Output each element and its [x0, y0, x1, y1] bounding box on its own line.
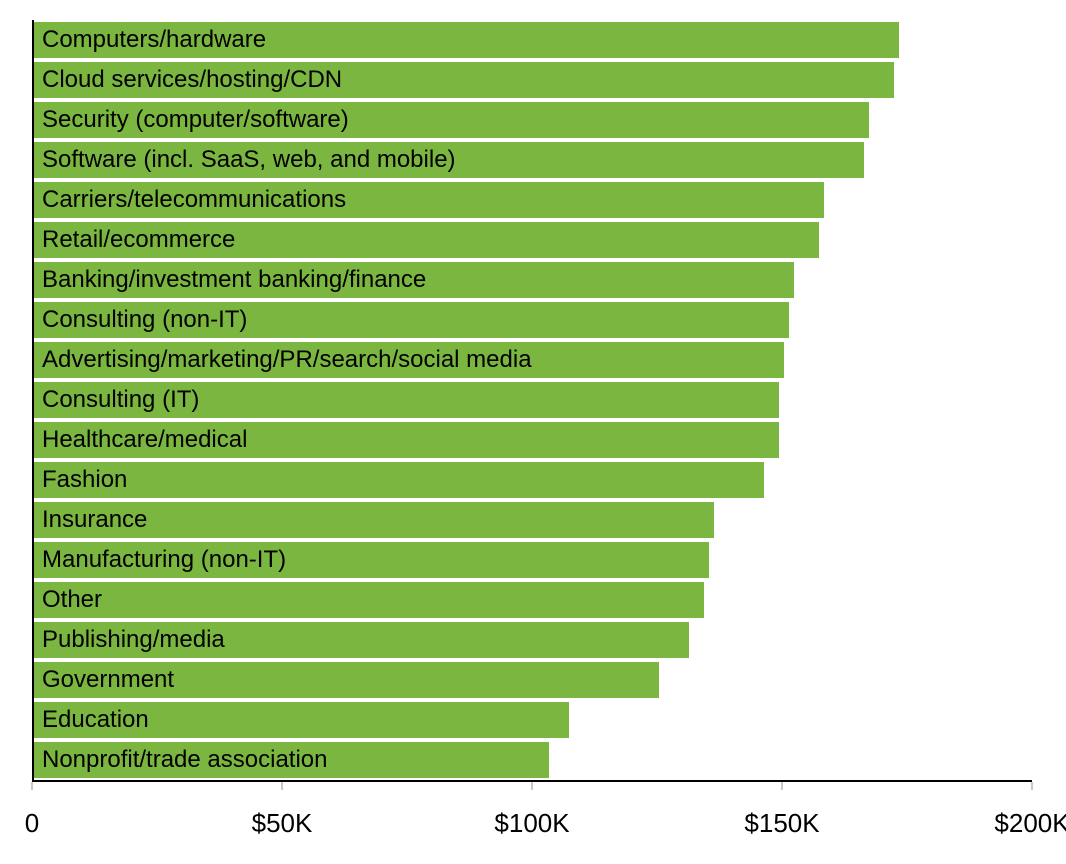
bar-label: Consulting (IT)	[42, 386, 199, 414]
bar-label: Healthcare/medical	[42, 426, 247, 454]
bar-label: Fashion	[42, 466, 127, 494]
x-tick	[1031, 782, 1033, 790]
bar-label: Nonprofit/trade association	[42, 746, 328, 774]
x-tick-label: $50K	[252, 808, 313, 839]
salary-by-industry-chart: 0 $50K $100K $150K $200K Computers/hardware Cl…	[0, 0, 1066, 864]
bar-label: Cloud services/hosting/CDN	[42, 66, 342, 94]
bar-row: Publishing/media	[34, 620, 1034, 660]
bar-row: Other	[34, 580, 1034, 620]
bar-row: Healthcare/medical	[34, 420, 1034, 460]
bar-label: Insurance	[42, 506, 147, 534]
bar-label: Manufacturing (non-IT)	[42, 546, 286, 574]
bar-label: Carriers/telecommunications	[42, 186, 346, 214]
bar-label: Computers/hardware	[42, 26, 266, 54]
bar-row: Retail/ecommerce	[34, 220, 1034, 260]
bar	[34, 582, 704, 618]
x-tick	[31, 782, 33, 790]
x-tick-label: $100K	[494, 808, 569, 839]
x-tick	[531, 782, 533, 790]
bar-label: Consulting (non-IT)	[42, 306, 247, 334]
bar-row: Computers/hardware	[34, 20, 1034, 60]
bar-row: Security (computer/software)	[34, 100, 1034, 140]
bar-row: Education	[34, 700, 1034, 740]
bar-row: Banking/investment banking/finance	[34, 260, 1034, 300]
bar	[34, 462, 764, 498]
bar-row: Software (incl. SaaS, web, and mobile)	[34, 140, 1034, 180]
bar-label: Banking/investment banking/finance	[42, 266, 426, 294]
bar-row: Government	[34, 660, 1034, 700]
bars-container: Computers/hardware Cloud services/hosting…	[34, 20, 1034, 780]
bar-row: Carriers/telecommunications	[34, 180, 1034, 220]
bar-row: Manufacturing (non-IT)	[34, 540, 1034, 580]
bar-row: Fashion	[34, 460, 1034, 500]
bar-row: Advertising/marketing/PR/search/social m…	[34, 340, 1034, 380]
x-tick-label: 0	[25, 808, 39, 839]
bar-row: Cloud services/hosting/CDN	[34, 60, 1034, 100]
bar-label: Publishing/media	[42, 626, 225, 654]
bar-label: Software (incl. SaaS, web, and mobile)	[42, 146, 456, 174]
bar-row: Insurance	[34, 500, 1034, 540]
bar-label: Advertising/marketing/PR/search/social m…	[42, 346, 532, 374]
x-tick-label: $150K	[744, 808, 819, 839]
bar-label: Education	[42, 706, 149, 734]
bar-label: Other	[42, 586, 102, 614]
x-tick	[781, 782, 783, 790]
bar-label: Security (computer/software)	[42, 106, 349, 134]
bar-label: Government	[42, 666, 174, 694]
bar-row: Nonprofit/trade association	[34, 740, 1034, 780]
bar-label: Retail/ecommerce	[42, 226, 235, 254]
bar-row: Consulting (non-IT)	[34, 300, 1034, 340]
bar-row: Consulting (IT)	[34, 380, 1034, 420]
x-tick	[281, 782, 283, 790]
x-tick-label: $200K	[994, 808, 1066, 839]
